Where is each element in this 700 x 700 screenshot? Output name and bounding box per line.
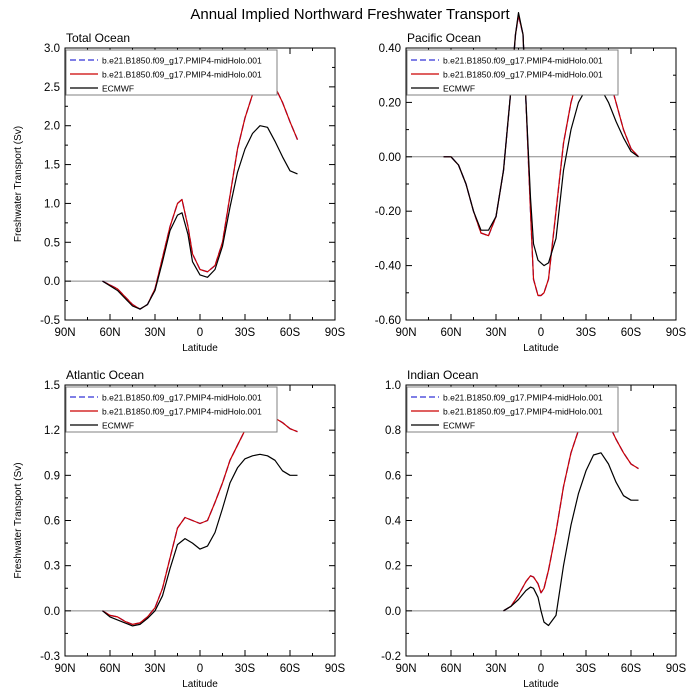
legend-label-2: ECMWF — [443, 84, 475, 94]
x-tick-label: 90N — [395, 327, 416, 339]
legend-box — [406, 386, 619, 433]
legend-label-0: b.e21.B1850.f09_g17.PMIP4-midHolo.001 — [443, 56, 603, 66]
y-axis-label: Freshwater Transport (Sv) — [13, 462, 24, 578]
x-tick-label: 90N — [395, 663, 416, 675]
x-tick-label: 60N — [440, 663, 461, 675]
series-line-2 — [102, 453, 298, 627]
x-tick-label: 90S — [325, 663, 346, 675]
y-tick-label: 3.0 — [44, 43, 60, 55]
y-tick-label: 0.3 — [44, 561, 60, 573]
legend-label-2: ECMWF — [102, 84, 134, 94]
x-tick-label: 60S — [280, 663, 301, 675]
legend: b.e21.B1850.f09_g17.PMIP4-midHolo.001 b.e… — [65, 49, 278, 96]
x-tick-label: 0 — [538, 327, 544, 339]
y-tick-label: 0.00 — [379, 152, 401, 164]
figure-title: Annual Implied Northward Freshwater Tran… — [190, 6, 510, 23]
x-tick-label: 0 — [197, 663, 203, 675]
x-axis-label: Latitude — [523, 343, 559, 354]
x-tick-label: 30N — [485, 663, 506, 675]
x-tick-label: 30S — [576, 663, 597, 675]
y-tick-label: -0.40 — [375, 261, 401, 273]
y-tick-label: 0.2 — [385, 561, 401, 573]
x-axis-label: Latitude — [523, 679, 559, 690]
y-tick-label: 1.2 — [44, 425, 60, 437]
legend: b.e21.B1850.f09_g17.PMIP4-midHolo.001 b.e… — [406, 386, 619, 433]
chart-panel-1: 90N 60N 30N 0 30S 60S 90S -0.60 -0.40 -0.20 0.00 0.… — [375, 12, 687, 354]
x-tick-label: 90S — [666, 327, 687, 339]
panel-title: Pacific Ocean — [407, 31, 481, 45]
legend-label-2: ECMWF — [443, 421, 475, 431]
legend-label-1: b.e21.B1850.f09_g17.PMIP4-midHolo.001 — [102, 70, 262, 80]
x-tick-label: 90S — [666, 663, 687, 675]
series-line-2 — [102, 125, 298, 310]
x-axis-label: Latitude — [182, 679, 218, 690]
legend: b.e21.B1850.f09_g17.PMIP4-midHolo.001 b.e… — [65, 386, 278, 433]
x-tick-label: 0 — [538, 663, 544, 675]
panel-title: Atlantic Ocean — [66, 368, 144, 382]
x-tick-label: 60N — [99, 663, 120, 675]
legend-label-1: b.e21.B1850.f09_g17.PMIP4-midHolo.001 — [102, 407, 262, 417]
y-tick-label: 0.5 — [44, 237, 60, 249]
legend-label-0: b.e21.B1850.f09_g17.PMIP4-midHolo.001 — [102, 56, 262, 66]
x-tick-label: 60S — [621, 663, 642, 675]
chart-panel-0: 90N 60N 30N 0 30S 60S 90S -0.5 0.0 0.5 1.0 1.5 2.0 2.… — [13, 31, 346, 354]
y-tick-label: 1.0 — [44, 198, 60, 210]
y-tick-label: 0.8 — [385, 425, 401, 437]
y-tick-label: 1.0 — [385, 380, 401, 392]
y-tick-label: 1.5 — [44, 380, 60, 392]
chart-panel-2: 90N 60N 30N 0 30S 60S 90S -0.3 0.0 0.3 0.6 0.9 1.2 1.… — [13, 368, 346, 690]
panel-title: Total Ocean — [66, 31, 130, 45]
y-tick-label: 0.6 — [385, 470, 401, 482]
y-tick-label: 0.4 — [385, 516, 402, 528]
legend-label-1: b.e21.B1850.f09_g17.PMIP4-midHolo.001 — [443, 407, 603, 417]
series-line-1 — [503, 409, 639, 612]
legend-label-0: b.e21.B1850.f09_g17.PMIP4-midHolo.001 — [102, 393, 262, 403]
legend-box — [65, 386, 278, 433]
y-tick-label: 0.20 — [379, 97, 401, 109]
x-tick-label: 90N — [54, 327, 75, 339]
x-axis-label: Latitude — [182, 343, 218, 354]
y-tick-label: -0.5 — [40, 315, 60, 327]
y-tick-label: -0.3 — [40, 651, 60, 663]
y-tick-label: 0.0 — [44, 276, 60, 288]
x-tick-label: 30S — [576, 327, 597, 339]
y-tick-label: 2.0 — [44, 121, 60, 133]
y-tick-label: 0.9 — [44, 470, 60, 482]
legend-label-0: b.e21.B1850.f09_g17.PMIP4-midHolo.001 — [443, 393, 603, 403]
x-tick-label: 30N — [144, 663, 165, 675]
y-axis-label: Freshwater Transport (Sv) — [13, 126, 24, 242]
series-line-2 — [503, 452, 639, 627]
y-tick-label: -0.60 — [375, 315, 401, 327]
x-tick-label: 60S — [280, 327, 301, 339]
y-tick-label: 0.6 — [44, 516, 60, 528]
series-line-1 — [102, 414, 298, 625]
legend-label-1: b.e21.B1850.f09_g17.PMIP4-midHolo.001 — [443, 70, 603, 80]
x-tick-label: 60N — [440, 327, 461, 339]
legend: b.e21.B1850.f09_g17.PMIP4-midHolo.001 b.e… — [406, 49, 619, 96]
y-tick-label: 0.0 — [44, 606, 60, 618]
legend-box — [65, 49, 278, 96]
x-tick-label: 90N — [54, 663, 75, 675]
x-tick-label: 30S — [235, 327, 256, 339]
x-tick-label: 30N — [144, 327, 165, 339]
x-tick-label: 90S — [325, 327, 346, 339]
series-line-0 — [102, 414, 298, 626]
x-tick-label: 60N — [99, 327, 120, 339]
legend-box — [406, 49, 619, 96]
legend-label-2: ECMWF — [102, 421, 134, 431]
x-tick-label: 0 — [197, 327, 203, 339]
series-line-0 — [503, 409, 639, 612]
y-tick-label: 0.0 — [385, 606, 401, 618]
x-tick-label: 30S — [235, 663, 256, 675]
panel-title: Indian Ocean — [407, 368, 478, 382]
x-tick-label: 30N — [485, 327, 506, 339]
y-tick-label: 0.40 — [379, 43, 401, 55]
chart-panel-3: 90N 60N 30N 0 30S 60S 90S -0.2 0.0 0.2 0.4 0.6 0.8 1.… — [381, 368, 686, 690]
y-tick-label: 1.5 — [44, 160, 60, 172]
y-tick-label: -0.20 — [375, 206, 401, 218]
x-tick-label: 60S — [621, 327, 642, 339]
y-tick-label: 2.5 — [44, 82, 60, 94]
y-tick-label: -0.2 — [381, 651, 401, 663]
